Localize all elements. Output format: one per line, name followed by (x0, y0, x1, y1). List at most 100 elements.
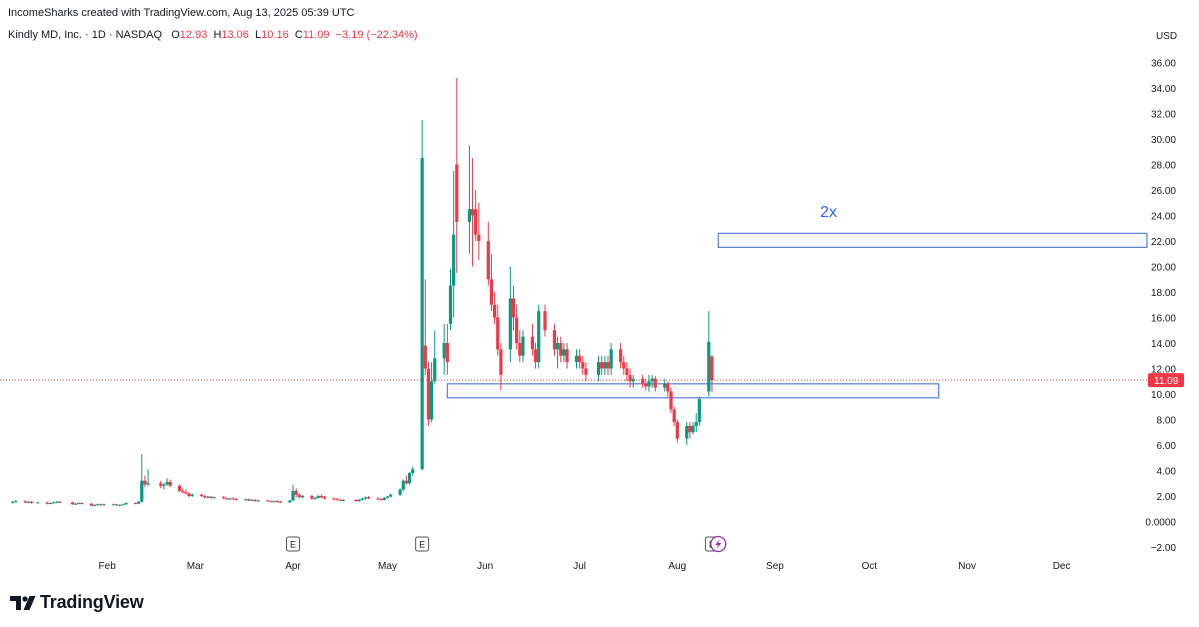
candle[interactable] (291, 484, 295, 502)
candle[interactable] (52, 501, 56, 504)
candle[interactable] (433, 330, 437, 384)
candle[interactable] (530, 323, 534, 356)
candle[interactable] (96, 503, 100, 506)
candle[interactable] (404, 475, 408, 485)
candle[interactable] (694, 413, 698, 433)
candle[interactable] (102, 503, 106, 506)
candle[interactable] (675, 419, 679, 443)
candle[interactable] (710, 354, 714, 392)
candle[interactable] (511, 285, 516, 331)
candle[interactable] (691, 422, 695, 435)
candle[interactable] (430, 362, 434, 423)
candle[interactable] (234, 497, 238, 501)
candle[interactable] (206, 496, 210, 499)
candle[interactable] (631, 374, 635, 388)
candle[interactable] (622, 355, 626, 375)
candle[interactable] (338, 498, 342, 502)
candle[interactable] (92, 504, 97, 507)
candle[interactable] (467, 145, 471, 254)
candle[interactable] (452, 170, 456, 318)
candle[interactable] (420, 119, 424, 471)
candle[interactable] (115, 503, 119, 506)
candle[interactable] (165, 478, 169, 486)
candle[interactable] (244, 498, 248, 501)
candle[interactable] (518, 330, 522, 363)
candle[interactable] (619, 343, 623, 369)
candle[interactable] (360, 497, 364, 501)
candle[interactable] (562, 343, 566, 363)
candle[interactable] (653, 376, 657, 392)
candle[interactable] (231, 497, 235, 500)
candle[interactable] (74, 503, 78, 505)
candle[interactable] (300, 494, 305, 499)
candle[interactable] (45, 501, 49, 505)
candle[interactable] (521, 330, 525, 363)
candle[interactable] (666, 381, 670, 397)
candle[interactable] (407, 471, 412, 485)
candle[interactable] (552, 323, 557, 356)
candle[interactable] (493, 292, 497, 324)
candle[interactable] (26, 501, 30, 504)
tradingview-logo[interactable]: TradingView (10, 592, 144, 613)
candle[interactable] (669, 387, 673, 414)
candle[interactable] (316, 494, 320, 499)
candle[interactable] (250, 499, 254, 502)
candle[interactable] (625, 362, 629, 382)
candle[interactable] (266, 499, 270, 502)
candle[interactable] (190, 493, 194, 498)
candle[interactable] (533, 343, 538, 369)
candle[interactable] (423, 279, 427, 375)
candle[interactable] (455, 77, 459, 273)
candle[interactable] (581, 355, 585, 375)
candle[interactable] (332, 497, 336, 500)
candle[interactable] (515, 304, 519, 350)
candle[interactable] (644, 378, 648, 391)
candle[interactable] (118, 504, 122, 506)
candle[interactable] (565, 343, 569, 369)
candle[interactable] (559, 336, 563, 363)
candle[interactable] (272, 500, 276, 503)
candle[interactable] (470, 158, 475, 267)
candle[interactable] (663, 378, 667, 392)
candle[interactable] (48, 502, 53, 505)
candle[interactable] (70, 501, 75, 505)
candle[interactable] (672, 406, 676, 426)
candle[interactable] (574, 349, 579, 369)
candle[interactable] (477, 202, 481, 261)
earnings-event-marker[interactable]: E (286, 536, 300, 552)
candle[interactable] (354, 499, 358, 502)
candle[interactable] (489, 253, 494, 312)
candle[interactable] (641, 374, 645, 388)
candle[interactable] (77, 502, 81, 505)
candle[interactable] (398, 488, 402, 496)
candle[interactable] (178, 484, 182, 493)
candle[interactable] (543, 304, 547, 337)
candle[interactable] (448, 269, 453, 331)
candle[interactable] (36, 501, 40, 504)
candle[interactable] (200, 493, 204, 498)
candle[interactable] (23, 500, 27, 504)
candle[interactable] (212, 496, 216, 499)
candle[interactable] (445, 323, 449, 375)
candle[interactable] (685, 422, 689, 445)
candle[interactable] (55, 501, 59, 504)
candle[interactable] (111, 503, 116, 506)
candle[interactable] (341, 499, 345, 502)
candle[interactable] (137, 501, 141, 505)
candle[interactable] (247, 498, 251, 502)
candle[interactable] (256, 499, 260, 502)
candle[interactable] (133, 502, 138, 505)
candle[interactable] (537, 304, 541, 369)
candle[interactable] (275, 499, 279, 503)
candle[interactable] (650, 374, 654, 388)
candle[interactable] (162, 483, 166, 490)
candle[interactable] (143, 475, 147, 488)
candle[interactable] (376, 497, 380, 500)
candle[interactable] (600, 355, 604, 375)
target-zone-box[interactable] (717, 232, 1148, 248)
candle[interactable] (474, 190, 478, 241)
earnings-event-marker[interactable]: E (415, 536, 430, 552)
candle[interactable] (363, 496, 368, 500)
candle[interactable] (124, 502, 128, 505)
